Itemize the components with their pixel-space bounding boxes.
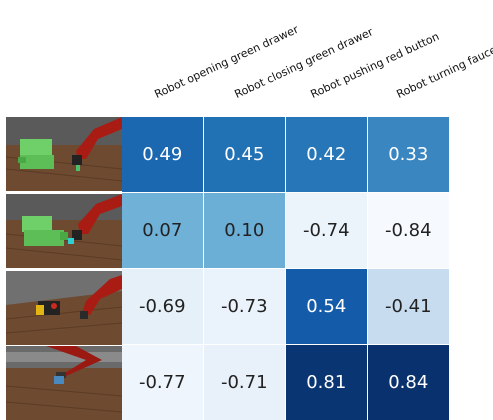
- heatmap-cell: -0.73: [204, 269, 285, 344]
- heatmap-cell: -0.84: [368, 193, 449, 268]
- heatmap-cell: 0.07: [122, 193, 203, 268]
- robot-arm-green-drawer-open-thumbnail: [6, 194, 122, 268]
- heatmap-cell: 0.42: [286, 117, 367, 192]
- robot-arm-red-button-thumbnail: [6, 271, 122, 345]
- heatmap-cell: 0.49: [122, 117, 203, 192]
- heatmap-cell: -0.77: [122, 345, 203, 420]
- heatmap-cell: 0.45: [204, 117, 285, 192]
- heatmap-cell: 0.81: [286, 345, 367, 420]
- column-label: Robot closing green drawer: [232, 25, 376, 101]
- column-label: Robot opening green drawer: [152, 22, 301, 101]
- heatmap-cell: -0.71: [204, 345, 285, 420]
- heatmap-cell: 0.33: [368, 117, 449, 192]
- heatmap-cell: 0.84: [368, 345, 449, 420]
- robot-arm-green-drawer-closed-thumbnail: [6, 117, 122, 191]
- robot-arm-faucet-thumbnail: [6, 346, 122, 420]
- heatmap-cell: -0.74: [286, 193, 367, 268]
- heatmap-cell: 0.10: [204, 193, 285, 268]
- heatmap-cell: 0.54: [286, 269, 367, 344]
- heatmap-cell: -0.41: [368, 269, 449, 344]
- heatmap-cell: -0.69: [122, 269, 203, 344]
